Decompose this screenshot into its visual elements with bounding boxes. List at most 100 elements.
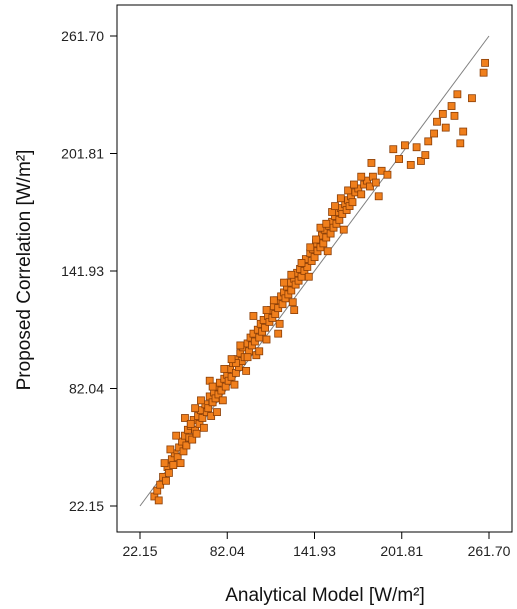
data-point — [297, 259, 306, 267]
data-point — [344, 186, 353, 195]
data-point — [367, 159, 376, 167]
data-point — [208, 382, 217, 391]
data-point — [338, 210, 347, 218]
data-point — [249, 312, 258, 320]
data-point — [357, 172, 366, 181]
data-point — [441, 123, 450, 132]
data-point — [348, 198, 357, 207]
data-point — [371, 178, 380, 187]
data-point — [204, 404, 213, 413]
x-tick-label: 141.93 — [293, 543, 336, 559]
data-point — [227, 355, 236, 364]
data-point — [374, 192, 383, 201]
data-point — [322, 233, 331, 242]
data-point — [306, 243, 315, 252]
y-tick-label: 82.04 — [69, 380, 104, 396]
data-point — [242, 367, 251, 375]
y-tick-label: 22.15 — [69, 498, 104, 514]
data-point — [287, 286, 296, 295]
data-point — [280, 278, 288, 287]
y-axis-ticks: 22.15 82.04 141.93 201.81 261.70 — [61, 28, 117, 514]
data-point — [160, 459, 169, 468]
data-point — [218, 396, 227, 405]
data-point — [165, 469, 173, 477]
data-point — [447, 102, 456, 110]
data-point — [389, 145, 398, 154]
data-point — [421, 151, 430, 159]
data-point — [191, 404, 200, 413]
data-point — [339, 225, 348, 234]
data-point — [304, 272, 313, 281]
data-point — [450, 111, 459, 120]
data-point — [290, 306, 299, 314]
data-point — [269, 296, 278, 305]
x-tick-label: 201.81 — [380, 543, 423, 559]
data-point — [169, 461, 178, 469]
data-point — [479, 68, 488, 77]
data-point — [181, 414, 189, 422]
data-point — [154, 496, 163, 505]
data-point — [323, 247, 332, 256]
data-point — [243, 353, 252, 362]
data-point — [207, 412, 216, 420]
data-point — [198, 414, 207, 422]
x-axis-ticks: 22.15 82.04 141.93 201.81 261.70 — [122, 532, 511, 559]
data-point — [438, 109, 447, 118]
data-point — [453, 90, 462, 99]
y-axis-title: Proposed Correlation [W/m²] — [14, 150, 35, 391]
data-point — [197, 396, 205, 405]
data-point — [303, 263, 312, 271]
data-point — [236, 341, 245, 350]
data-point — [250, 337, 259, 346]
data-point — [192, 429, 201, 438]
data-point — [274, 304, 283, 313]
y-tick-label: 201.81 — [61, 146, 104, 162]
data-point — [316, 223, 325, 232]
data-point — [249, 329, 258, 338]
data-point — [312, 235, 320, 244]
x-tick-label: 261.70 — [468, 543, 511, 559]
data-point — [162, 476, 170, 485]
data-point — [261, 323, 269, 332]
data-point — [186, 419, 195, 428]
data-point — [156, 480, 165, 489]
data-point — [336, 194, 345, 203]
data-point — [322, 219, 331, 228]
y-tick-label: 141.93 — [61, 263, 104, 279]
data-point — [395, 155, 404, 163]
data-point — [230, 380, 239, 389]
data-point — [481, 58, 489, 67]
data-point — [275, 319, 284, 328]
data-point — [217, 386, 226, 395]
data-point — [216, 378, 224, 387]
data-point — [176, 459, 185, 468]
data-point — [468, 94, 476, 103]
data-point — [182, 441, 191, 450]
data-point — [288, 298, 297, 307]
data-point — [172, 431, 181, 440]
x-tick-label: 22.15 — [122, 543, 157, 559]
data-point — [255, 347, 264, 356]
data-point — [357, 190, 366, 199]
data-point — [213, 408, 221, 417]
data-point — [188, 435, 197, 444]
data-point — [350, 180, 358, 189]
data-point — [199, 423, 208, 432]
data-point — [406, 161, 415, 169]
data-points — [150, 58, 489, 505]
data-point — [287, 270, 296, 279]
data-point — [430, 129, 438, 138]
y-tick-label: 261.70 — [61, 28, 104, 44]
data-point — [417, 157, 425, 165]
data-point — [220, 365, 229, 373]
data-point — [377, 166, 386, 175]
data-point — [331, 202, 339, 211]
data-point — [401, 141, 409, 150]
data-point — [412, 143, 421, 152]
data-point — [262, 306, 271, 314]
data-point — [456, 139, 465, 148]
data-point — [166, 445, 175, 454]
x-axis-title: Analytical Model [W/m²] — [225, 585, 425, 606]
x-tick-label: 82.04 — [210, 543, 245, 559]
